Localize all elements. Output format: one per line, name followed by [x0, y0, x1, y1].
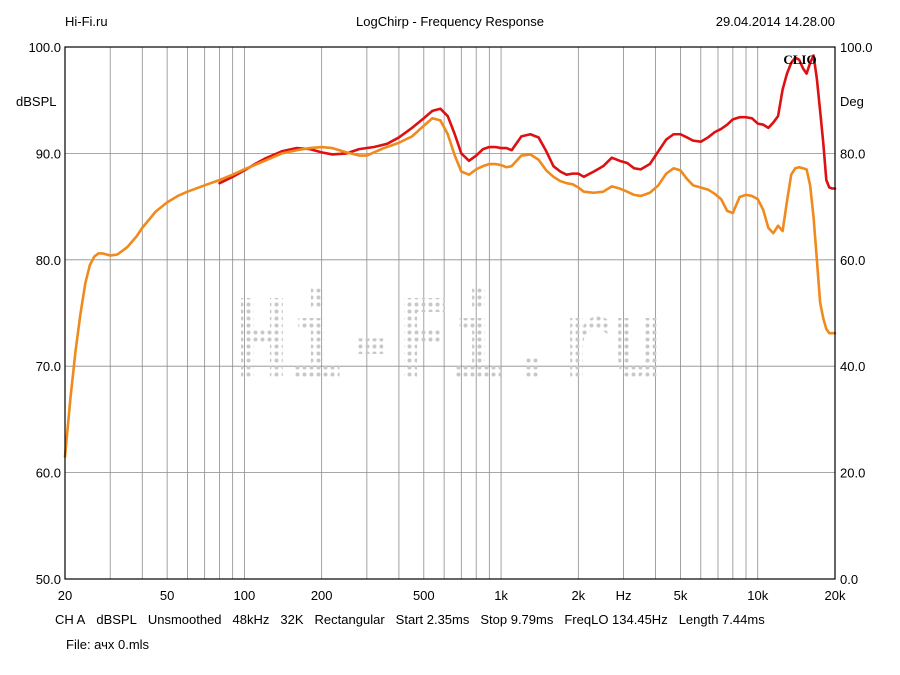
x-tick-label: 500	[413, 588, 435, 603]
chart-title: LogChirp - Frequency Response	[356, 14, 544, 29]
measurement-param: CH A	[55, 612, 86, 627]
y-tick-label: 90.0	[36, 146, 61, 161]
measurement-param: Stop 9.79ms	[480, 612, 554, 627]
series-line-2	[63, 116, 837, 458]
y2-tick-label: 0.0	[840, 572, 858, 587]
measurement-param: Start 2.35ms	[395, 612, 470, 627]
clio-brand-label: CLIO	[783, 52, 816, 67]
y-tick-label: 60.0	[36, 466, 61, 481]
measurement-param: Rectangular	[314, 612, 385, 627]
hi-fi-watermark: Hi-Fi.ru	[235, 276, 665, 404]
measurement-param: dBSPL	[96, 612, 137, 627]
measurement-param: Unsmoothed	[147, 612, 222, 627]
plot-frame	[64, 46, 836, 580]
measurement-param: Length 7.44ms	[678, 612, 765, 627]
y-tick-label: 70.0	[36, 359, 61, 374]
measurement-params: CH A dBSPL Unsmoothed 48kHz 32K Rectangular St…	[55, 612, 776, 627]
x-tick-label: 50	[160, 588, 174, 603]
x-axis-unit-label: Hz	[616, 588, 632, 603]
x-tick-label: 10k	[747, 588, 768, 603]
x-tick-label: 5k	[674, 588, 688, 603]
watermark-text: Hi-Fi.ru	[235, 276, 665, 404]
x-tick-label: 2k	[571, 588, 585, 603]
series-line-1	[218, 54, 837, 190]
y-axis-label: dBSPL	[16, 94, 56, 109]
measurement-param: FreqLO 134.45Hz	[564, 612, 668, 627]
y-tick-label: 100.0	[28, 40, 61, 55]
y2-axis-label: Deg	[840, 94, 864, 109]
measurement-param: 48kHz	[232, 612, 270, 627]
x-tick-label: 20	[58, 588, 72, 603]
x-tick-label: 20k	[825, 588, 846, 603]
y2-tick-label: 60.0	[840, 253, 865, 268]
header-timestamp: 29.04.2014 14.28.00	[715, 14, 835, 29]
measurement-param: 32K	[280, 612, 304, 627]
x-tick-label: 1k	[494, 588, 508, 603]
file-name: File: ачх 0.mls	[66, 637, 150, 652]
tick-labels: 20 50 100 200 500 1k 2k 5k 10k 20k 50.0 60.0 70.0 80.…	[28, 40, 872, 603]
x-tick-label: 200	[311, 588, 333, 603]
y2-tick-label: 100.0	[840, 40, 873, 55]
y-tick-label: 80.0	[36, 253, 61, 268]
header-left: Hi-Fi.ru	[65, 14, 108, 29]
y2-tick-label: 40.0	[840, 359, 865, 374]
y2-tick-label: 20.0	[840, 466, 865, 481]
series-layer	[63, 54, 837, 458]
y2-tick-label: 80.0	[840, 146, 865, 161]
grid-lines	[65, 47, 835, 579]
x-tick-label: 100	[234, 588, 256, 603]
y-tick-label: 50.0	[36, 572, 61, 587]
